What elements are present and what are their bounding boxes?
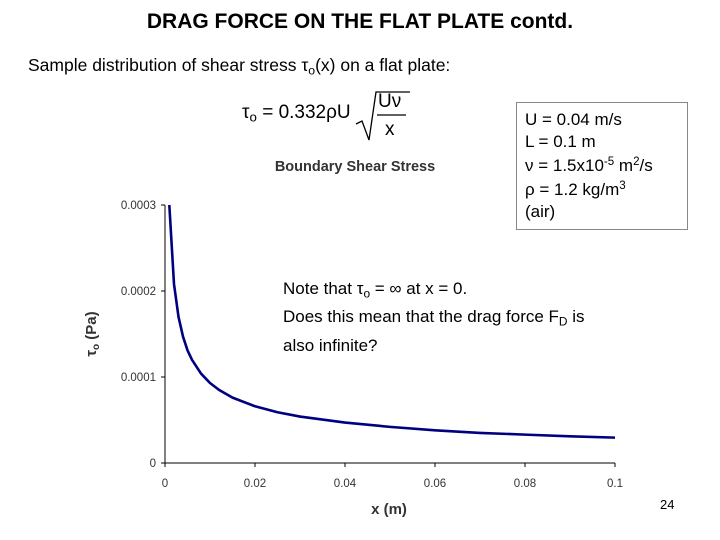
note-line-3: also infinite?: [283, 335, 378, 355]
y-tick-label: 0: [150, 458, 156, 470]
y-tick-label: 0.0003: [121, 200, 156, 212]
x-tick-label: 0.02: [244, 478, 266, 490]
slide-title: DRAG FORCE ON THE FLAT PLATE contd.: [146, 10, 574, 33]
x-tick-label: 0.08: [514, 478, 536, 490]
y-tick-label: 0.0001: [121, 372, 156, 384]
y-axis-ticks: 0 0.0001 0.0002 0.0003: [121, 200, 165, 470]
note-text: Note that τo = ∞ at x = 0. Does this mea…: [283, 277, 683, 357]
square-root-sign: [355, 91, 410, 141]
y-axis-label: τo (Pa): [83, 311, 102, 356]
y-tick-label: 0.0002: [121, 286, 156, 298]
x-tick-label: 0: [162, 478, 168, 490]
shear-stress-formula: τo = 0.332ρU Uν x: [242, 88, 412, 146]
length-param: L = 0.1 m: [525, 131, 596, 151]
viscosity-param: ν = 1.5x10-5 m2/s: [525, 155, 653, 175]
note-line-2: Does this mean that the drag force FD is: [283, 307, 585, 329]
formula-denominator: x: [385, 119, 395, 140]
intro-text: Sample distribution of shear stress τo(x…: [28, 55, 451, 78]
page-number: 24: [660, 497, 675, 512]
medium-param: (air): [525, 201, 556, 221]
x-axis-ticks: 0 0.02 0.04 0.06 0.08 0.1: [162, 463, 623, 490]
density-param: ρ = 1.2 kg/m3: [525, 180, 626, 200]
x-axis-label: x (m): [371, 501, 407, 518]
velocity-param: U = 0.04 m/s: [525, 110, 622, 129]
x-tick-label: 0.04: [334, 478, 357, 490]
x-tick-label: 0.06: [424, 478, 446, 490]
chart-title: Boundary Shear Stress: [275, 159, 435, 175]
parameters-box: U = 0.04 m/s L = 0.1 m ν = 1.5x10-5 m2/s…: [516, 102, 688, 230]
x-tick-label: 0.1: [607, 478, 623, 490]
formula-numerator: Uν: [378, 91, 402, 112]
note-line-1: Note that τo = ∞ at x = 0.: [283, 279, 468, 301]
formula-lhs: τo = 0.332ρU: [242, 102, 351, 125]
shear-stress-series-line: [168, 204, 616, 439]
